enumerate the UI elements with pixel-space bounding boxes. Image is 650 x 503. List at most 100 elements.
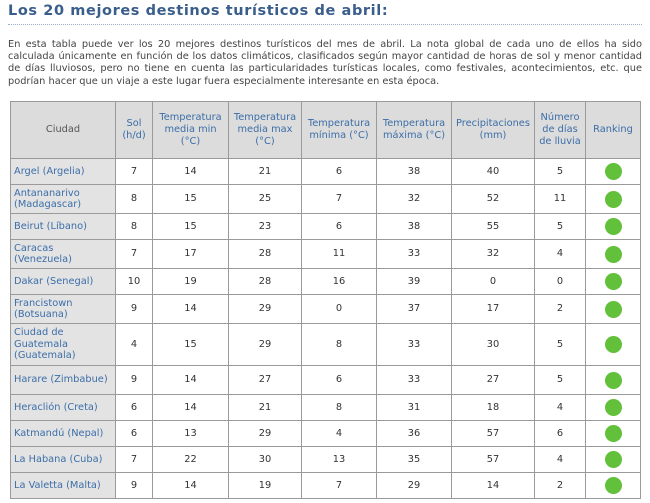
ranking-cell xyxy=(585,158,641,185)
tmin-cell: 0 xyxy=(301,294,377,324)
table-row: Katmandú (Nepal) 6 13 29 4 36 57 6 xyxy=(10,420,641,447)
table-row: Francistown (Botsuana) 9 14 29 0 37 17 2 xyxy=(10,294,641,324)
sun-cell: 7 xyxy=(115,239,153,269)
city-cell[interactable]: Harare (Zimbabue) xyxy=(10,365,116,395)
city-cell[interactable]: Argel (Argelia) xyxy=(10,158,116,185)
precip-cell: 27 xyxy=(451,365,535,395)
header-city: Ciudad xyxy=(10,101,116,159)
tmax-cell: 31 xyxy=(376,394,452,421)
city-cell[interactable]: La Valetta (Malta) xyxy=(10,472,116,499)
tmin-cell: 16 xyxy=(301,268,377,295)
table-row: Argel (Argelia) 7 14 21 6 38 40 5 xyxy=(10,158,641,185)
sun-cell: 10 xyxy=(115,268,153,295)
city-cell[interactable]: Heraclión (Creta) xyxy=(10,394,116,421)
tmin-cell: 8 xyxy=(301,394,377,421)
table-row: Harare (Zimbabue) 9 14 27 6 33 27 5 xyxy=(10,365,641,395)
tmax-cell: 38 xyxy=(376,213,452,240)
header-rain-days: Número de días de lluvia xyxy=(534,101,586,159)
rain-days-cell: 6 xyxy=(534,420,586,447)
tmax-avg-cell: 19 xyxy=(228,472,302,499)
city-cell[interactable]: Francistown (Botsuana) xyxy=(10,294,116,324)
tmax-cell: 33 xyxy=(376,365,452,395)
precip-cell: 18 xyxy=(451,394,535,421)
city-cell[interactable]: La Habana (Cuba) xyxy=(10,446,116,473)
city-cell[interactable]: Caracas (Venezuela) xyxy=(10,239,116,269)
tmax-avg-cell: 28 xyxy=(228,239,302,269)
page-title: Los 20 mejores destinos turísticos de ab… xyxy=(8,3,389,19)
city-cell[interactable]: Dakar (Senegal) xyxy=(10,268,116,295)
tmax-avg-cell: 21 xyxy=(228,158,302,185)
rain-days-cell: 2 xyxy=(534,294,586,324)
rain-days-cell: 4 xyxy=(534,394,586,421)
tmin-cell: 7 xyxy=(301,184,377,214)
precip-cell: 52 xyxy=(451,184,535,214)
ranking-cell xyxy=(585,446,641,473)
tmax-avg-cell: 29 xyxy=(228,323,302,366)
tmax-cell: 36 xyxy=(376,420,452,447)
tmin-cell: 13 xyxy=(301,446,377,473)
sun-cell: 9 xyxy=(115,365,153,395)
rain-days-cell: 5 xyxy=(534,213,586,240)
sun-cell: 7 xyxy=(115,446,153,473)
sun-cell: 4 xyxy=(115,323,153,366)
table-row: Ciudad de Guatemala (Guatemala) 4 15 29 … xyxy=(10,323,641,366)
table-row: La Habana (Cuba) 7 22 30 13 35 57 4 xyxy=(10,446,641,473)
tmax-cell: 29 xyxy=(376,472,452,499)
table-row: La Valetta (Malta) 9 14 19 7 29 14 2 xyxy=(10,472,641,499)
tmin-avg-cell: 17 xyxy=(152,239,229,269)
city-cell[interactable]: Katmandú (Nepal) xyxy=(10,420,116,447)
ranking-green-dot-icon xyxy=(604,371,622,389)
tmin-avg-cell: 14 xyxy=(152,394,229,421)
ranking-green-dot-icon xyxy=(604,190,622,208)
destinations-table: Ciudad Sol (h/d) Temperatura media min (… xyxy=(10,101,641,499)
sun-cell: 9 xyxy=(115,294,153,324)
tmin-avg-cell: 15 xyxy=(152,323,229,366)
tmin-cell: 6 xyxy=(301,213,377,240)
table-header-row: Ciudad Sol (h/d) Temperatura media min (… xyxy=(10,101,641,159)
rain-days-cell: 0 xyxy=(534,268,586,295)
precip-cell: 57 xyxy=(451,420,535,447)
header-tmin: Temperatura mínima (°C) xyxy=(301,101,377,159)
tmin-cell: 8 xyxy=(301,323,377,366)
ranking-cell xyxy=(585,394,641,421)
tmax-avg-cell: 23 xyxy=(228,213,302,240)
city-cell[interactable]: Antananarivo (Madagascar) xyxy=(10,184,116,214)
ranking-cell xyxy=(585,268,641,295)
tmax-cell: 38 xyxy=(376,158,452,185)
sun-cell: 8 xyxy=(115,213,153,240)
ranking-green-dot-icon xyxy=(604,273,622,290)
city-cell[interactable]: Ciudad de Guatemala (Guatemala) xyxy=(10,323,116,366)
table-row: Caracas (Venezuela) 7 17 28 11 33 32 4 xyxy=(10,239,641,269)
tmax-avg-cell: 28 xyxy=(228,268,302,295)
tmax-cell: 37 xyxy=(376,294,452,324)
ranking-green-dot-icon xyxy=(604,218,622,235)
header-precip: Precipitaciones (mm) xyxy=(451,101,535,159)
city-cell[interactable]: Beirut (Líbano) xyxy=(10,213,116,240)
ranking-green-dot-icon xyxy=(604,477,622,494)
tmin-avg-cell: 19 xyxy=(152,268,229,295)
tmax-cell: 33 xyxy=(376,239,452,269)
tmax-avg-cell: 29 xyxy=(228,420,302,447)
ranking-cell xyxy=(585,239,641,269)
ranking-green-dot-icon xyxy=(604,451,622,468)
ranking-cell xyxy=(585,213,641,240)
table-row: Dakar (Senegal) 10 19 28 16 39 0 0 xyxy=(10,268,641,295)
rain-days-cell: 2 xyxy=(534,472,586,499)
precip-cell: 55 xyxy=(451,213,535,240)
ranking-cell xyxy=(585,323,641,366)
precip-cell: 32 xyxy=(451,239,535,269)
ranking-green-dot-icon xyxy=(604,336,622,353)
tmax-avg-cell: 27 xyxy=(228,365,302,395)
ranking-cell xyxy=(585,184,641,214)
precip-cell: 57 xyxy=(451,446,535,473)
header-tmax: Temperatura máxima (°C) xyxy=(376,101,452,159)
tmin-avg-cell: 15 xyxy=(152,213,229,240)
ranking-cell xyxy=(585,294,641,324)
tmin-avg-cell: 14 xyxy=(152,472,229,499)
tmax-avg-cell: 21 xyxy=(228,394,302,421)
ranking-green-dot-icon xyxy=(604,399,622,416)
rain-days-cell: 4 xyxy=(534,239,586,269)
tmin-avg-cell: 14 xyxy=(152,294,229,324)
intro-paragraph: En esta tabla puede ver los 20 mejores d… xyxy=(8,39,642,87)
